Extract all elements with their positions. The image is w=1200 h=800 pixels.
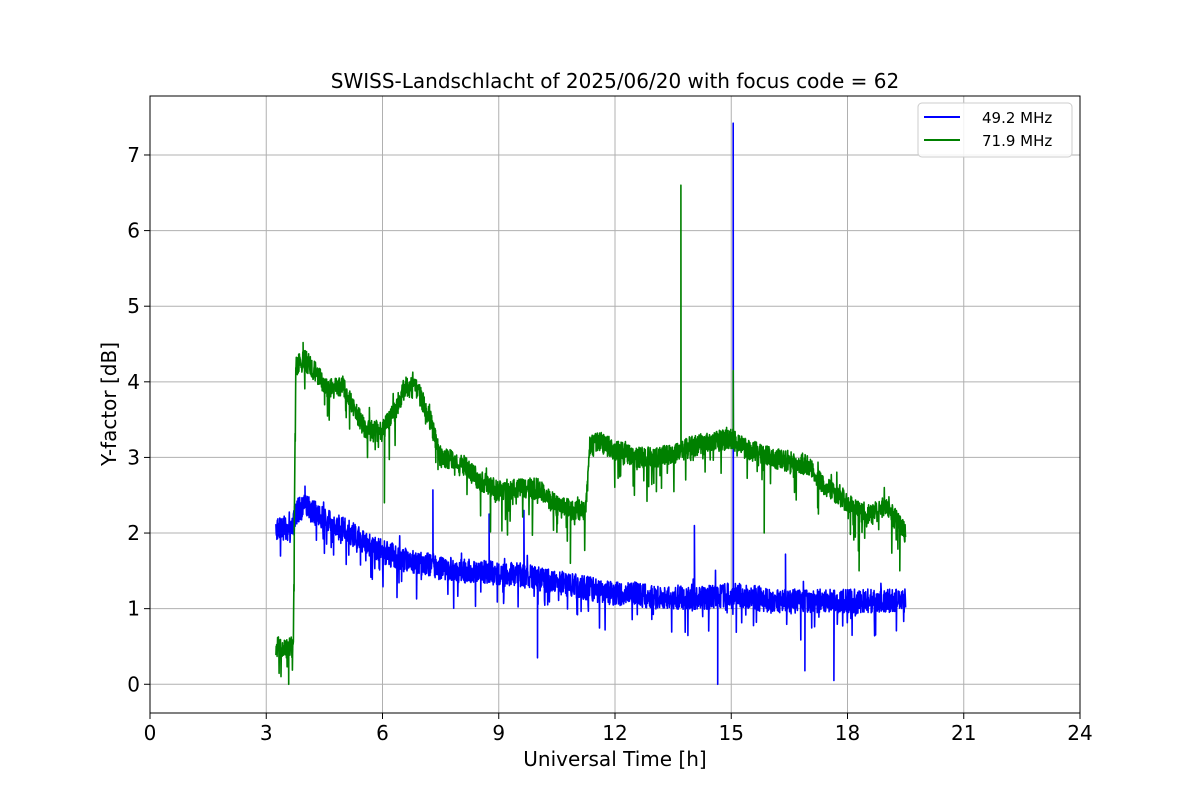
x-tick-label: 15 bbox=[719, 721, 744, 745]
x-tick-label: 21 bbox=[951, 721, 976, 745]
legend: 49.2 MHz 71.9 MHz bbox=[917, 102, 1073, 158]
legend-label-71-9-mhz: 71.9 MHz bbox=[982, 132, 1052, 150]
y-tick-label: 4 bbox=[127, 370, 140, 394]
x-tick-label: 24 bbox=[1067, 721, 1092, 745]
y-tick-label: 0 bbox=[127, 672, 140, 696]
x-tick-label: 0 bbox=[144, 721, 157, 745]
legend-label-49-2-mhz: 49.2 MHz bbox=[982, 109, 1052, 127]
y-tick-label: 5 bbox=[127, 294, 140, 318]
chart-title: SWISS-Landschlacht of 2025/06/20 with fo… bbox=[331, 69, 899, 93]
y-tick-label: 2 bbox=[127, 521, 140, 545]
x-tick-label: 6 bbox=[376, 721, 389, 745]
y-tick-label: 1 bbox=[127, 597, 140, 621]
x-tick-label: 12 bbox=[602, 721, 627, 745]
y-tick-label: 3 bbox=[127, 445, 140, 469]
x-axis-title: Universal Time [h] bbox=[523, 747, 706, 771]
y-axis-title: Y-factor [dB] bbox=[97, 342, 121, 467]
x-tick-label: 3 bbox=[260, 721, 273, 745]
x-tick-label: 18 bbox=[835, 721, 860, 745]
x-tick-label: 9 bbox=[492, 721, 505, 745]
y-tick-label: 7 bbox=[127, 143, 140, 167]
series-line-71-9-mhz bbox=[275, 184, 907, 686]
series-line-49-2-mhz bbox=[275, 122, 907, 686]
series-layer bbox=[275, 122, 907, 686]
y-tick-label: 6 bbox=[127, 219, 140, 243]
